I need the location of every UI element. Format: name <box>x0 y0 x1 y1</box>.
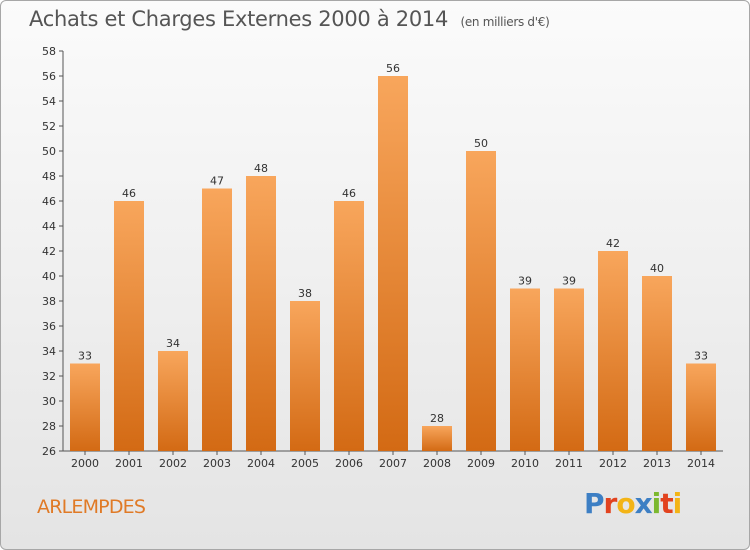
data-label-2008: 28 <box>430 412 444 425</box>
x-tick-label: 2012 <box>599 457 627 470</box>
data-label-2004: 48 <box>254 162 268 175</box>
y-tick-label: 46 <box>42 195 56 208</box>
logo-letter: r <box>603 487 618 520</box>
x-tick-label: 2009 <box>467 457 495 470</box>
logo-letter: t <box>660 487 673 520</box>
bar-2014[interactable] <box>686 363 716 452</box>
bar-2006[interactable] <box>334 201 364 451</box>
y-tick-label: 28 <box>42 420 56 433</box>
data-label-2013: 40 <box>650 262 664 275</box>
bar-2001[interactable] <box>114 201 144 451</box>
y-tick-label: 36 <box>42 320 56 333</box>
data-label-2007: 56 <box>386 62 400 75</box>
bar-2011[interactable] <box>554 288 584 452</box>
data-label-2006: 46 <box>342 187 356 200</box>
bar-2013[interactable] <box>642 276 672 451</box>
data-label-2010: 39 <box>518 275 532 288</box>
x-tick-label: 2008 <box>423 457 451 470</box>
data-label-2001: 46 <box>122 187 136 200</box>
y-tick-label: 56 <box>42 70 56 83</box>
bar-2008[interactable] <box>422 426 452 451</box>
x-tick-label: 2004 <box>247 457 275 470</box>
x-tick-label: 2013 <box>643 457 671 470</box>
data-label-2011: 39 <box>562 275 576 288</box>
bar-2012[interactable] <box>598 251 628 451</box>
data-label-2012: 42 <box>606 237 620 250</box>
x-tick-label: 2014 <box>687 457 715 470</box>
y-tick-label: 42 <box>42 245 56 258</box>
x-tick-label: 2005 <box>291 457 319 470</box>
y-tick-label: 30 <box>42 395 56 408</box>
y-tick-label: 44 <box>42 220 56 233</box>
data-label-2000: 33 <box>78 350 92 363</box>
y-tick-label: 50 <box>42 145 56 158</box>
bar-2005[interactable] <box>290 301 320 451</box>
bar-2004[interactable] <box>246 176 276 451</box>
y-tick-label: 32 <box>42 370 56 383</box>
x-tick-label: 2006 <box>335 457 363 470</box>
bar-2010[interactable] <box>510 288 540 452</box>
chart-title-block: Achats et Charges Externes 2000 à 2014 (… <box>29 7 550 31</box>
x-tick-label: 2011 <box>555 457 583 470</box>
x-tick-label: 2007 <box>379 457 407 470</box>
bar-2007[interactable] <box>378 76 408 451</box>
data-label-2009: 50 <box>474 137 488 150</box>
logo-letter: i <box>672 487 683 520</box>
y-tick-label: 52 <box>42 120 56 133</box>
proxiti-logo[interactable]: Proxiti <box>584 487 683 520</box>
x-tick-label: 2000 <box>71 457 99 470</box>
logo-letter: x <box>634 487 653 520</box>
x-tick-label: 2001 <box>115 457 143 470</box>
bar-2003[interactable] <box>202 188 232 452</box>
data-label-2005: 38 <box>298 287 312 300</box>
y-tick-label: 54 <box>42 95 56 108</box>
y-tick-label: 34 <box>42 345 56 358</box>
x-tick-label: 2002 <box>159 457 187 470</box>
y-tick-label: 26 <box>42 445 56 458</box>
chart-title: Achats et Charges Externes 2000 à 2014 <box>29 7 449 31</box>
bar-2009[interactable] <box>466 151 496 451</box>
x-tick-label: 2010 <box>511 457 539 470</box>
commune-name: ARLEMPDES <box>37 496 146 518</box>
data-label-2014: 33 <box>694 350 708 363</box>
logo-letter: P <box>584 487 605 520</box>
bar-2002[interactable] <box>158 351 188 451</box>
y-tick-label: 38 <box>42 295 56 308</box>
y-tick-label: 58 <box>42 45 56 58</box>
logo-letter: i <box>651 487 662 520</box>
logo-letter: o <box>616 487 635 520</box>
x-tick-label: 2003 <box>203 457 231 470</box>
y-tick-label: 48 <box>42 170 56 183</box>
data-label-2003: 47 <box>210 175 224 188</box>
data-label-2002: 34 <box>166 337 180 350</box>
y-tick-label: 40 <box>42 270 56 283</box>
bar-2000[interactable] <box>70 363 100 452</box>
chart-subtitle: (en milliers d'€) <box>460 15 550 29</box>
